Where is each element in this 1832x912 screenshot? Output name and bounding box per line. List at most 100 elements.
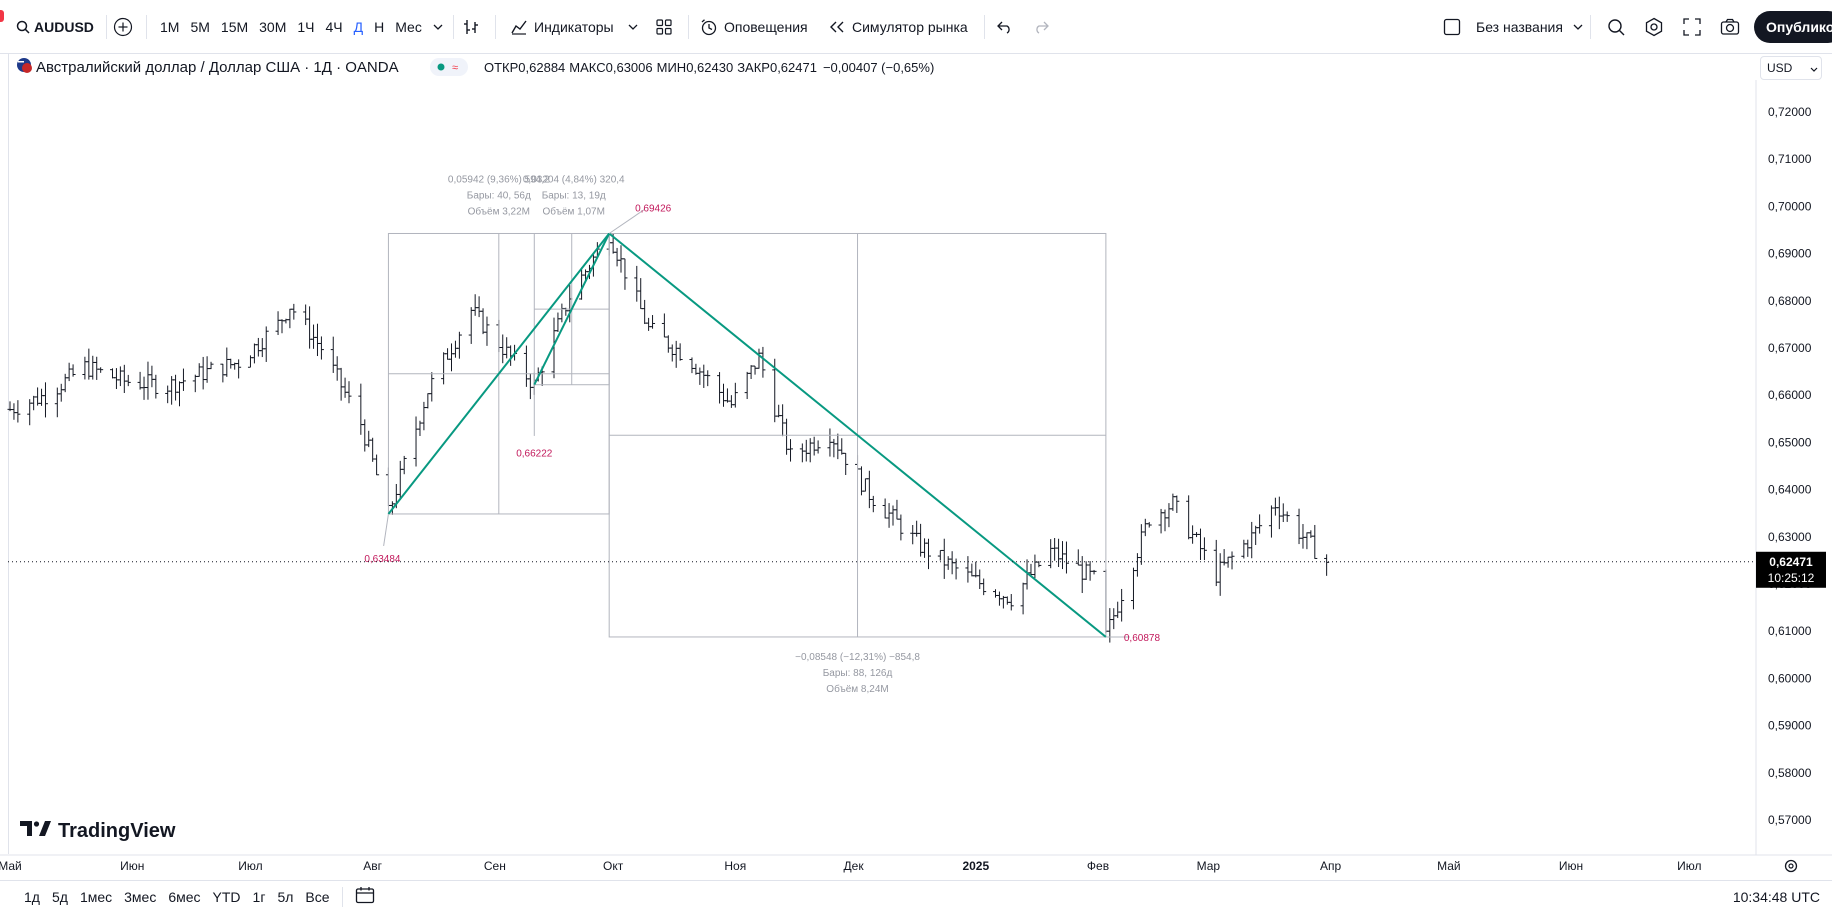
redo-button[interactable] [1033,0,1051,54]
chevron-down-icon[interactable] [433,24,443,30]
change-value: −0,00407 (−0,65%) [822,59,935,75]
replay-button[interactable]: Симулятор рынка [828,0,968,54]
time-tick-label: Окт [603,859,624,873]
timeframe-week[interactable]: Н [374,19,385,35]
timeframe-5m[interactable]: 5М [190,19,210,35]
ohlc-bar [642,299,648,325]
ohlc-bar [579,267,585,300]
redo-icon [1033,20,1051,34]
range-1m[interactable]: 1мес [79,888,113,905]
ohlc-bar [752,365,758,375]
snapshot-button[interactable] [1720,0,1740,54]
range-1y[interactable]: 1г [252,888,266,905]
ohlc-bar [11,403,17,420]
ohlc-bar [109,368,115,379]
chart-legend[interactable]: Австралийский доллар / Доллар США · 1Д ·… [16,54,399,80]
templates-button[interactable] [655,0,673,54]
fullscreen-button[interactable] [1683,0,1701,54]
price-tick-label: 0,68000 [1768,294,1812,308]
timeframe-30m[interactable]: 30М [259,19,287,35]
range-5d[interactable]: 5д [51,888,68,905]
ohlc-bar [358,383,364,435]
range-all[interactable]: Все [305,888,330,905]
ohlc-bar [1245,539,1251,557]
point-leader-line [608,209,645,234]
timeframe-1h[interactable]: 1Ч [297,19,315,35]
timeframe-group: 1М 5М 15М 30М 1Ч 4Ч Д Н Мес [160,0,454,54]
bottom-toolbar: 1д 5д 1мес 3мес 6мес YTD 1г 5л Все 10:34… [0,880,1832,911]
timeframe-1m[interactable]: 1М [160,19,180,35]
timeframe-4h[interactable]: 4Ч [325,19,343,35]
quick-search-button[interactable] [1606,0,1626,54]
ohlc-bar [996,591,1002,606]
ohlc-bar [500,334,506,364]
timeframe-month[interactable]: Мес [395,19,422,35]
ohlc-bar [338,367,344,401]
clock[interactable]: 10:34:48 UTC [1732,888,1820,905]
left-toolbar-border [8,54,9,854]
ohlc-bar [843,452,849,475]
alerts-button[interactable]: Оповещения [700,0,808,54]
symbol-search[interactable]: AUDUSD [16,0,94,54]
price-tick-label: 0,63000 [1768,530,1812,544]
price-chart[interactable]: 0,72000 0,71000 0,70000 0,69000 0,68000 0,670… [0,0,1832,880]
time-tick-label: Апр [1320,859,1342,873]
range-3m[interactable]: 3мес [124,888,157,905]
currency-selector[interactable]: USD [1760,56,1822,80]
time-tick-label: Дек [844,859,865,873]
price-tick-label: 0,60000 [1768,671,1812,685]
tradingview-logo[interactable]: TradingView [20,816,175,846]
ohlc-bar [827,428,833,457]
drawings-layer[interactable]: 0,63484 0,69426 0,66222 0,60878 0,05942 (9,3… [364,174,1160,694]
ohlc-bar [815,440,821,454]
price-axis[interactable]: 0,72000 0,71000 0,70000 0,69000 0,68000 0,670… [1755,80,1812,855]
status-badge[interactable]: ≈ [430,58,468,76]
ohlc-bar [275,311,281,336]
ohlc-bar [314,323,320,357]
ohlc-bar [665,335,671,353]
ohlc-bar [42,382,48,418]
ohlc-bar [839,438,845,455]
ohlc-bar [484,316,490,346]
range-box-3 [608,232,1107,638]
ohlc-bar [27,399,33,426]
publish-button[interactable]: Опубликов [1754,11,1832,43]
calendar-icon[interactable] [355,886,375,907]
range-ytd[interactable]: YTD [212,888,241,905]
compare-button[interactable] [113,0,133,54]
ohlc-bar [835,433,841,460]
ohlc-bar [1272,497,1278,516]
time-axis[interactable]: Май Июн Июл Авг Сен Окт Ноя Дек 2025 Фев Мар Апр Май… [0,854,1832,873]
search-icon [16,20,30,34]
ohlc-bar [1241,539,1247,559]
ohlc-bar [563,307,569,316]
ohlc-bar [910,525,916,545]
undo-button[interactable] [995,0,1013,54]
ohlc-bar [1300,524,1306,549]
ohlc-bar [661,313,667,338]
range-3-stats: Объём 8,24M [826,683,888,695]
settings-button[interactable] [1644,0,1664,54]
ohlc-bar [894,499,900,520]
layout-name-button[interactable]: Без названия [1443,0,1583,54]
timeframe-day[interactable]: Д [353,19,364,35]
indicators-button[interactable]: Индикаторы [510,0,638,54]
ohlc-bar [200,356,206,390]
range-1d[interactable]: 1д [24,888,40,905]
chart-type-button[interactable] [462,0,480,54]
ohlc-bar [1284,511,1290,522]
indicators-label: Индикаторы [534,19,614,35]
ohlc-bar [973,561,979,578]
point-price-label: 0,66222 [516,449,553,460]
ohlc-bar [953,558,959,580]
timeframe-15m[interactable]: 15М [220,19,249,35]
ohlc-bar [342,377,348,398]
ohlc-bar [263,326,269,362]
range-6m[interactable]: 6мес [168,888,201,905]
ohlc-bar [1020,582,1026,615]
ohlc-bar [334,356,340,381]
ohlc-bar [504,337,510,359]
gear-icon-ring [1784,859,1798,873]
ohlc-bar [153,374,159,399]
range-5y[interactable]: 5л [277,888,294,905]
